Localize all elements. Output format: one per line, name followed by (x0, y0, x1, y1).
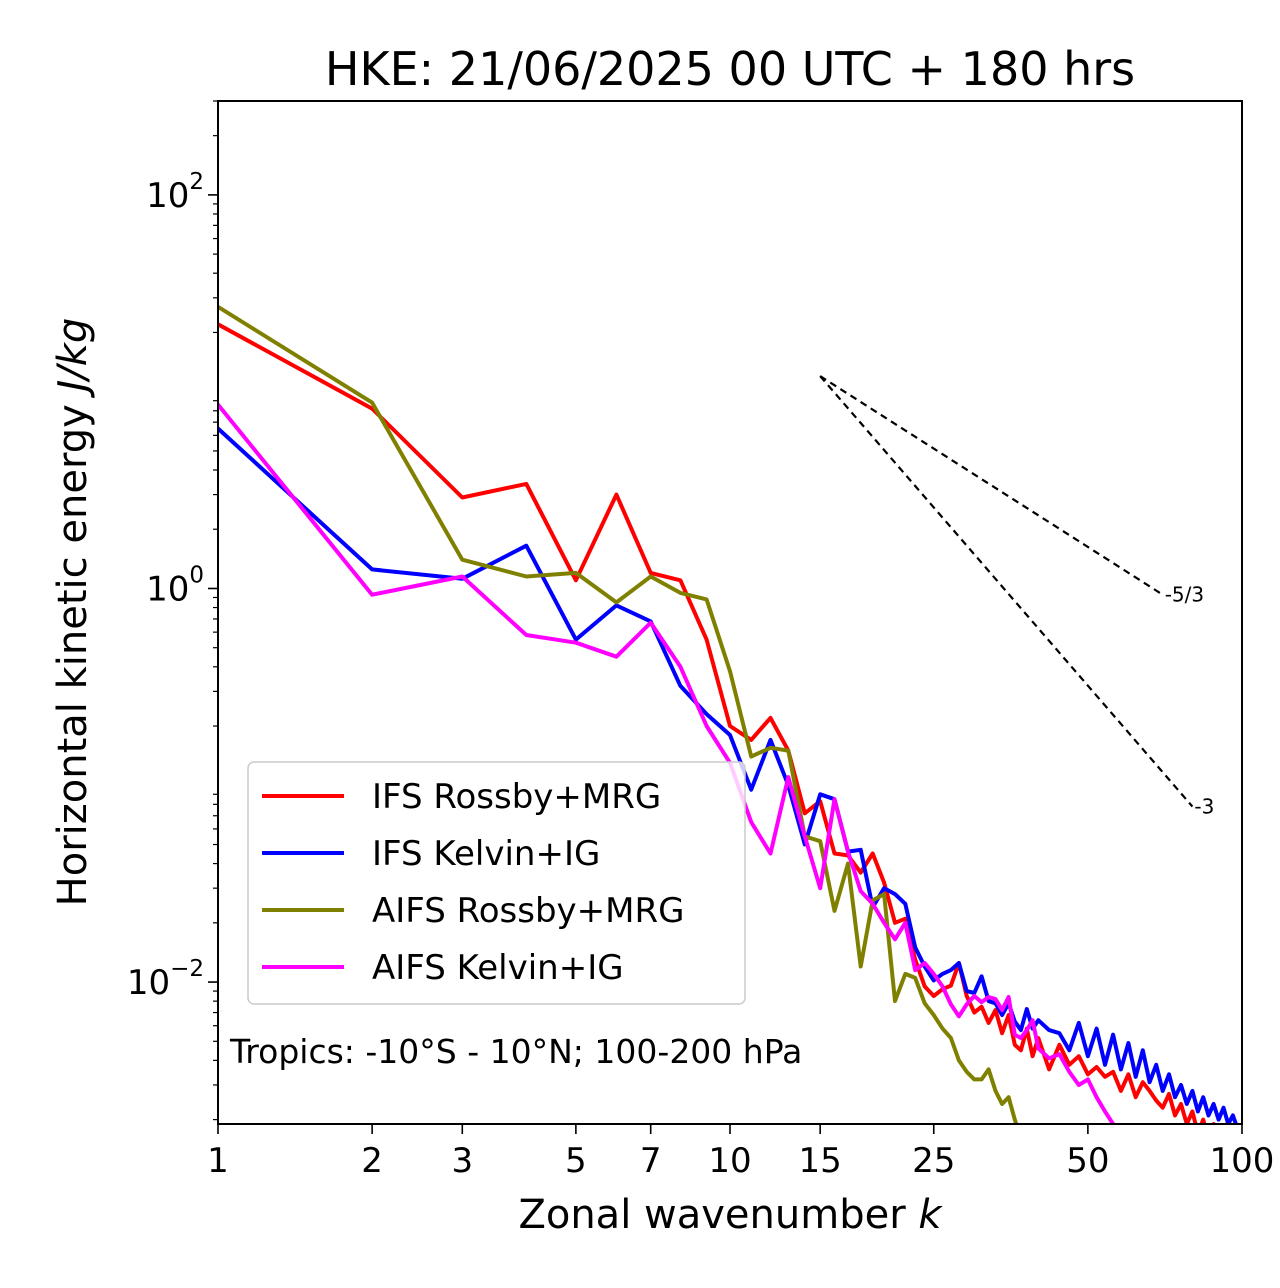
x-tick-label: 3 (451, 1141, 473, 1181)
x-tick-label: 15 (799, 1141, 842, 1181)
legend-label: AIFS Rossby+MRG (372, 891, 684, 931)
x-tick-label: 5 (565, 1141, 587, 1181)
x-tick-label: 50 (1066, 1141, 1109, 1181)
series-line (218, 322, 1216, 1124)
x-tick-label: 7 (640, 1141, 662, 1181)
legend-label: IFS Kelvin+IG (372, 834, 600, 874)
y-tick-label-base: 10 (127, 963, 170, 1003)
legend-label: AIFS Kelvin+IG (372, 948, 624, 988)
y-tick-label: 10−2 (127, 956, 204, 1003)
legend-label: IFS Rossby+MRG (372, 777, 661, 817)
series-lines (218, 304, 1239, 1124)
y-tick-label-exponent: −2 (170, 956, 204, 982)
x-axis-label-text: Zonal wavenumber (518, 1192, 906, 1238)
x-tick-label: 2 (361, 1141, 383, 1181)
x-axis-label: Zonal wavenumber k (518, 1192, 943, 1238)
reference-slope-label: -3 (1194, 795, 1214, 819)
series-line (218, 401, 1116, 1124)
region-annotation: Tropics: -10°S - 10°N; 100-200 hPa (229, 1032, 802, 1071)
reference-slope-label: -5/3 (1165, 583, 1204, 607)
x-tick-label: 10 (708, 1141, 751, 1181)
x-ticks: 1 2 3 5 7 10 15 25 50 100 (207, 1124, 1274, 1181)
reference-slope-labels: -5/3 -3 (1165, 583, 1215, 819)
y-tick-label: 100 (146, 562, 204, 609)
legend-frame (247, 761, 746, 1005)
y-axis-label: Horizontal kinetic energy J/kg (50, 318, 96, 907)
y-tick-label: 102 (146, 169, 204, 216)
y-tick-label-base: 10 (146, 176, 189, 216)
reference-slopes (819, 375, 1194, 808)
series-line (218, 304, 1019, 1124)
y-tick-label-exponent: 0 (189, 562, 204, 588)
x-tick-label: 100 (1210, 1141, 1275, 1181)
x-tick-label: 1 (207, 1141, 229, 1181)
y-axis-label-unit: J/kg (50, 318, 96, 399)
chart-title: HKE: 21/06/2025 00 UTC + 180 hrs (325, 42, 1135, 96)
x-tick-label: 25 (912, 1141, 955, 1181)
plot-frame (217, 100, 1243, 1125)
reference-slope-line (819, 375, 1194, 808)
legend: IFS Rossby+MRG IFS Kelvin+IG AIFS Rossby+M… (247, 761, 746, 1005)
x-axis-label-variable: k (918, 1192, 943, 1238)
y-axis-label-text: Horizontal kinetic energy (50, 404, 96, 906)
reference-slope-line (819, 375, 1164, 596)
y-tick-label-exponent: 2 (189, 169, 204, 195)
y-tick-label-base: 10 (146, 569, 189, 609)
